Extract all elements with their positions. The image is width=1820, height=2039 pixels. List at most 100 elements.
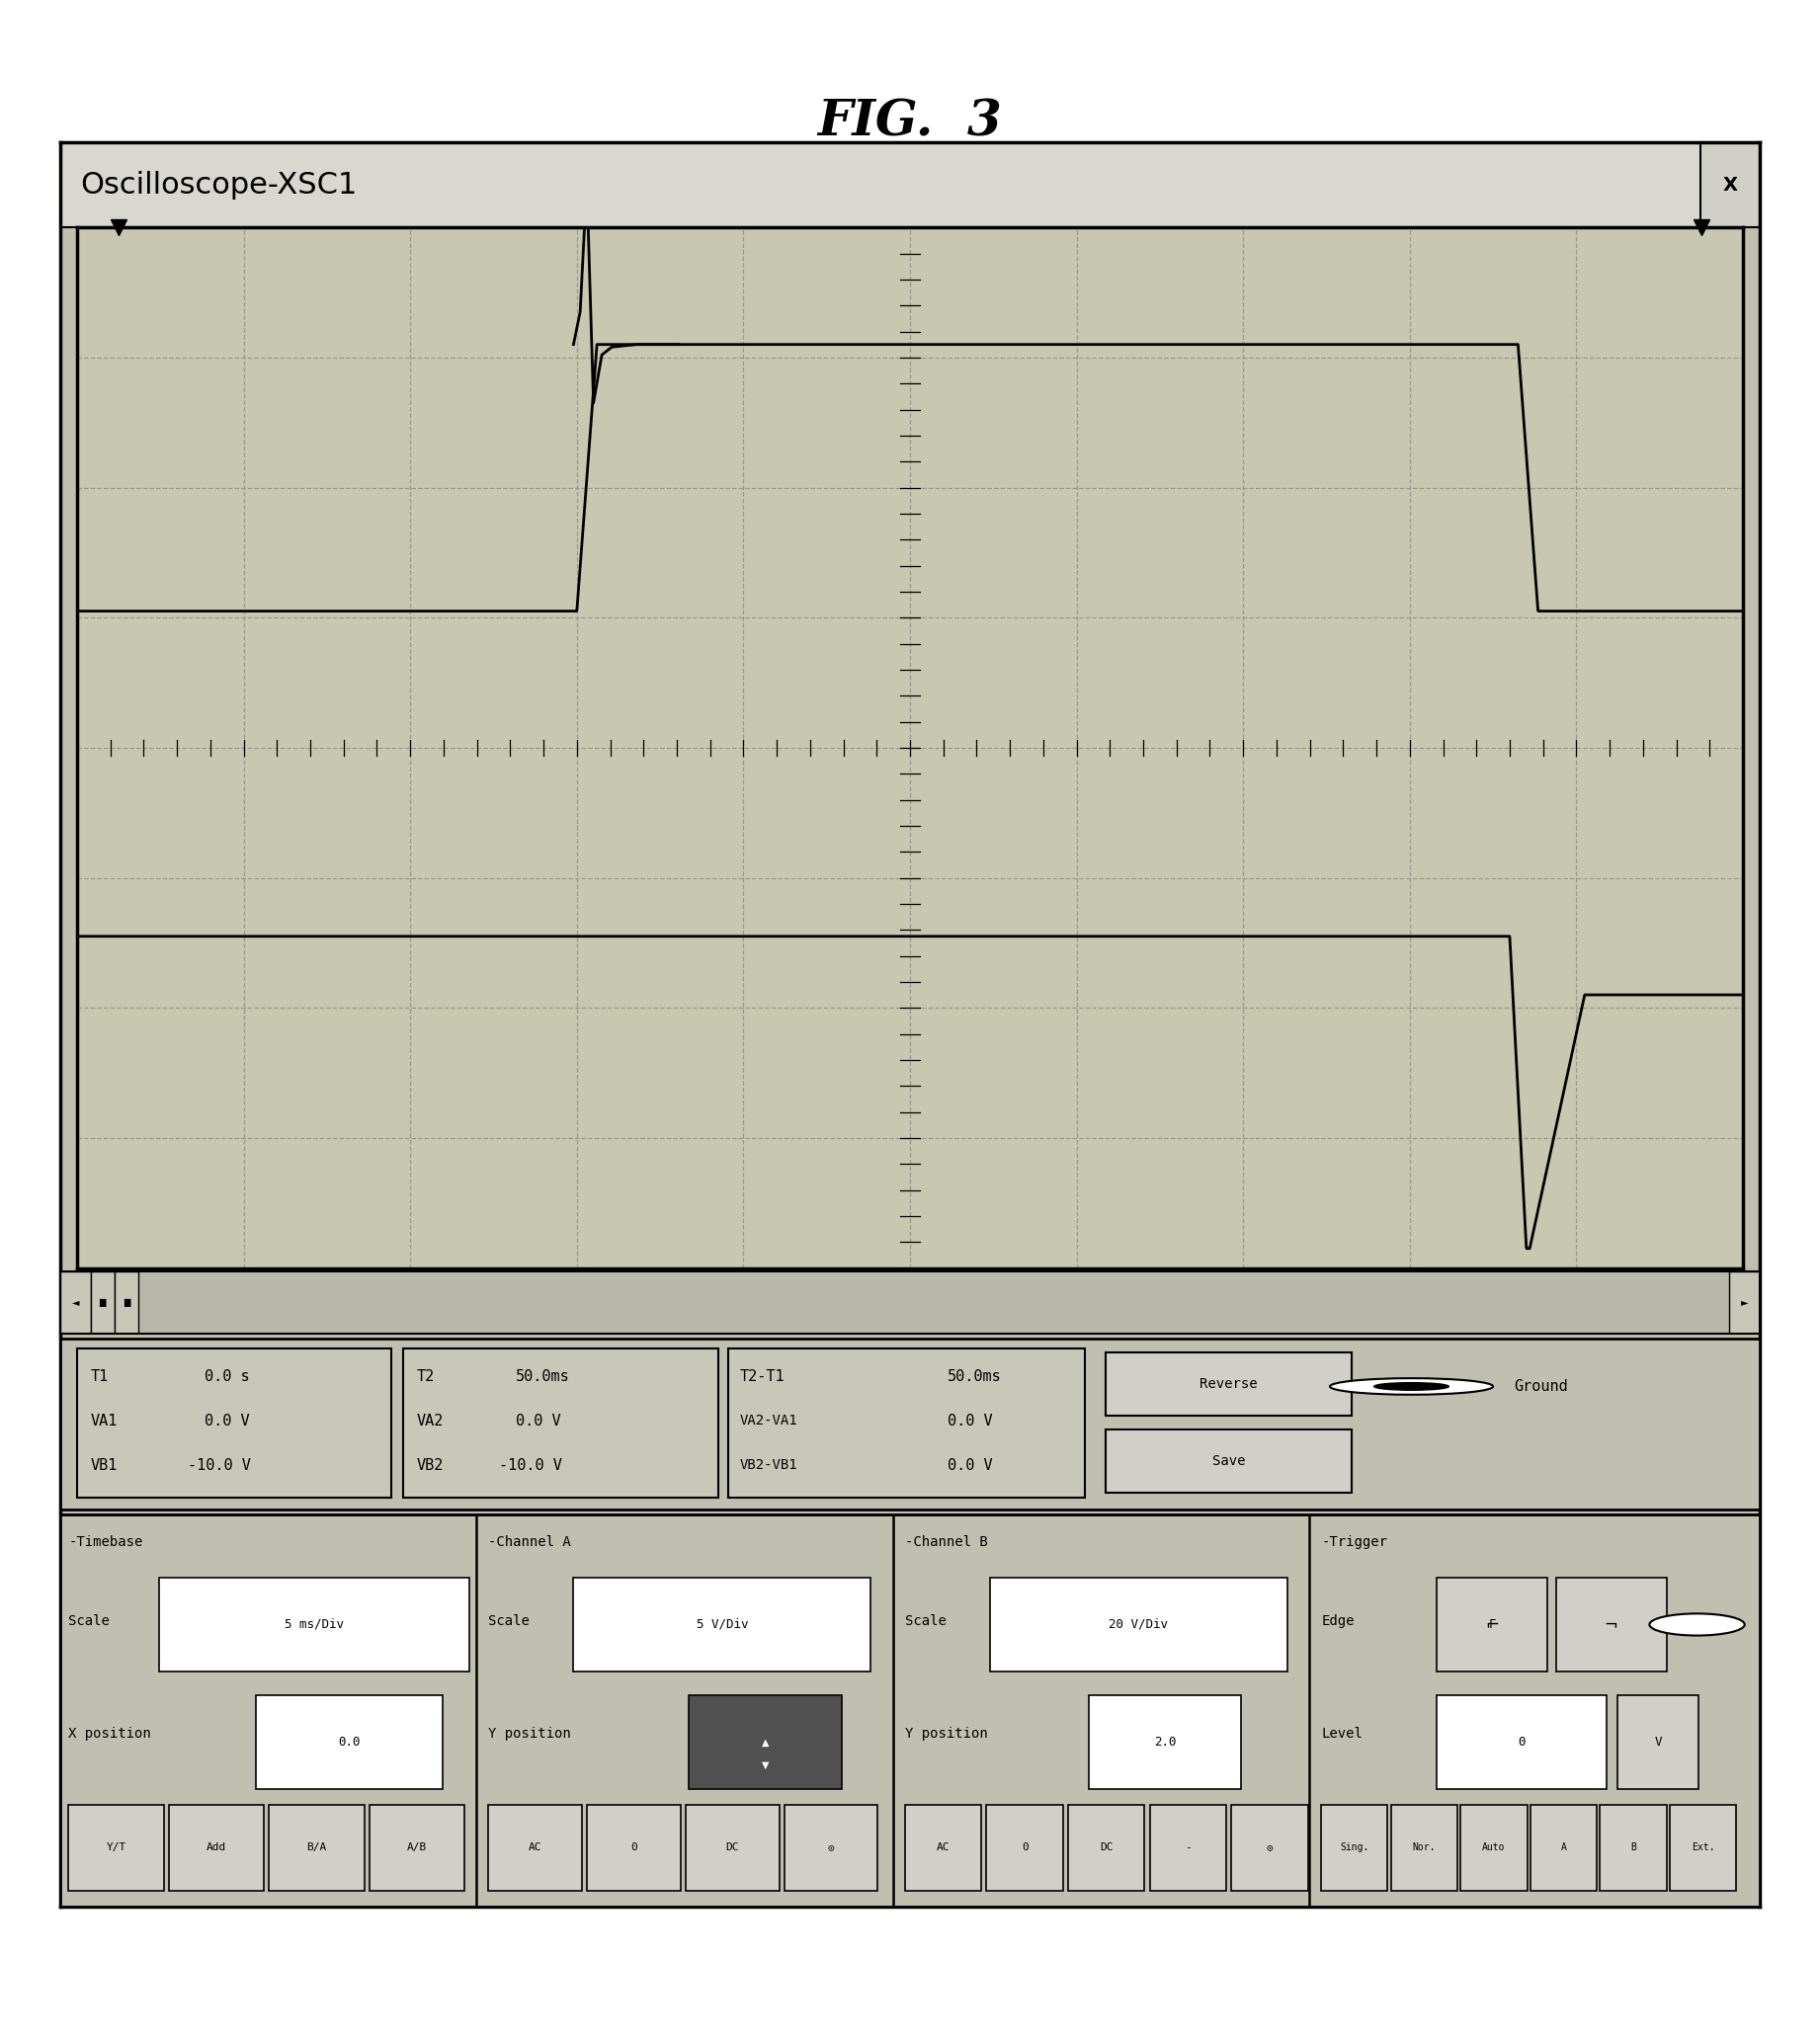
Bar: [69, 1805, 164, 1890]
Text: B: B: [1631, 1843, 1636, 1853]
Text: VB2: VB2: [417, 1458, 444, 1472]
Text: 20 V/Div: 20 V/Div: [1108, 1619, 1168, 1631]
Bar: [1461, 1805, 1527, 1890]
Text: VB2-VB1: VB2-VB1: [741, 1458, 797, 1472]
Text: 0: 0: [1518, 1735, 1525, 1747]
Bar: [158, 1578, 470, 1672]
Text: ◄: ◄: [71, 1297, 78, 1307]
Text: -10.0 V: -10.0 V: [187, 1458, 251, 1472]
Text: Auto: Auto: [1481, 1843, 1505, 1853]
Text: Edge: Edge: [1321, 1613, 1354, 1627]
Text: Y/T: Y/T: [106, 1843, 126, 1853]
Text: ⌐: ⌐: [1485, 1615, 1500, 1633]
Text: 0.0 s: 0.0 s: [204, 1368, 249, 1384]
Text: -10.0 V: -10.0 V: [499, 1458, 562, 1472]
Text: 0.0: 0.0: [339, 1735, 360, 1747]
Text: 5 V/Div: 5 V/Div: [697, 1619, 748, 1631]
Text: X position: X position: [69, 1727, 151, 1741]
Bar: [169, 1805, 264, 1890]
Text: Nor.: Nor.: [1412, 1843, 1436, 1853]
Text: -Channel A: -Channel A: [488, 1535, 571, 1550]
Bar: [1556, 1578, 1667, 1672]
Text: Y position: Y position: [488, 1727, 571, 1741]
Bar: [369, 1805, 464, 1890]
Text: Scale: Scale: [905, 1613, 946, 1627]
Bar: [686, 1805, 779, 1890]
Text: Save: Save: [1212, 1454, 1245, 1468]
Bar: [1600, 1805, 1667, 1890]
Text: 50.0ms: 50.0ms: [948, 1368, 1001, 1384]
Text: T1: T1: [91, 1368, 109, 1384]
Text: ▼: ▼: [763, 1760, 770, 1770]
Text: ▲: ▲: [763, 1737, 770, 1747]
Bar: [1729, 1272, 1760, 1334]
Bar: [1088, 1694, 1241, 1788]
Text: Sing.: Sing.: [1340, 1843, 1369, 1853]
Bar: [1232, 1805, 1309, 1890]
Text: FIG.  3: FIG. 3: [817, 98, 1003, 147]
Bar: [255, 1694, 442, 1788]
Bar: [1700, 143, 1760, 228]
Text: -Trigger: -Trigger: [1321, 1535, 1387, 1550]
Bar: [1669, 1805, 1736, 1890]
Text: █: █: [100, 1299, 106, 1307]
Bar: [1068, 1805, 1145, 1890]
Bar: [91, 1272, 115, 1334]
Bar: [1390, 1805, 1458, 1890]
Bar: [269, 1805, 364, 1890]
Text: ►: ►: [1742, 1297, 1749, 1307]
Text: T2: T2: [417, 1368, 435, 1384]
Text: AC: AC: [937, 1843, 950, 1853]
Bar: [115, 1272, 138, 1334]
Text: 0.0 V: 0.0 V: [204, 1413, 249, 1427]
Text: T2-T1: T2-T1: [741, 1368, 784, 1384]
Circle shape: [1374, 1382, 1449, 1391]
Text: 0: 0: [630, 1843, 637, 1853]
Text: Scale: Scale: [488, 1613, 530, 1627]
Text: █: █: [124, 1299, 129, 1307]
Text: X: X: [1724, 175, 1738, 194]
Bar: [60, 1272, 91, 1334]
Text: F: F: [1489, 1619, 1496, 1631]
Bar: [573, 1578, 872, 1672]
Text: DC: DC: [726, 1843, 739, 1853]
Bar: [588, 1805, 681, 1890]
Bar: [1321, 1805, 1387, 1890]
Text: 0.0 V: 0.0 V: [948, 1458, 992, 1472]
Text: 0.0 V: 0.0 V: [948, 1413, 992, 1427]
Text: Reverse: Reverse: [1199, 1376, 1258, 1391]
Text: Ext.: Ext.: [1691, 1843, 1714, 1853]
Bar: [1438, 1694, 1607, 1788]
Bar: [404, 1350, 717, 1499]
Text: Level: Level: [1321, 1727, 1363, 1741]
Circle shape: [1649, 1613, 1745, 1635]
Text: Oscilloscope-XSC1: Oscilloscope-XSC1: [80, 171, 357, 200]
Text: ¬: ¬: [1605, 1615, 1618, 1633]
Bar: [1105, 1429, 1352, 1493]
Text: V: V: [1654, 1735, 1662, 1747]
Bar: [784, 1805, 877, 1890]
Text: VA2: VA2: [417, 1413, 444, 1427]
Text: Scale: Scale: [69, 1613, 109, 1627]
Bar: [60, 143, 1760, 228]
Text: B/A: B/A: [308, 1843, 328, 1853]
Text: 2.0: 2.0: [1154, 1735, 1176, 1747]
Text: 50.0ms: 50.0ms: [515, 1368, 570, 1384]
Text: Add: Add: [206, 1843, 226, 1853]
Bar: [76, 1350, 391, 1499]
Bar: [986, 1805, 1063, 1890]
Bar: [488, 1805, 582, 1890]
Text: 0: 0: [1021, 1843, 1028, 1853]
Bar: [1618, 1694, 1698, 1788]
Text: Y position: Y position: [905, 1727, 988, 1741]
Circle shape: [1330, 1378, 1492, 1395]
Text: VA2-VA1: VA2-VA1: [741, 1413, 797, 1427]
Bar: [1438, 1578, 1547, 1672]
Bar: [1150, 1805, 1227, 1890]
Text: A: A: [1562, 1843, 1567, 1853]
Text: VA1: VA1: [91, 1413, 118, 1427]
Bar: [1531, 1805, 1596, 1890]
Text: -: -: [1185, 1843, 1192, 1853]
Bar: [1105, 1352, 1352, 1415]
Bar: [905, 1805, 981, 1890]
